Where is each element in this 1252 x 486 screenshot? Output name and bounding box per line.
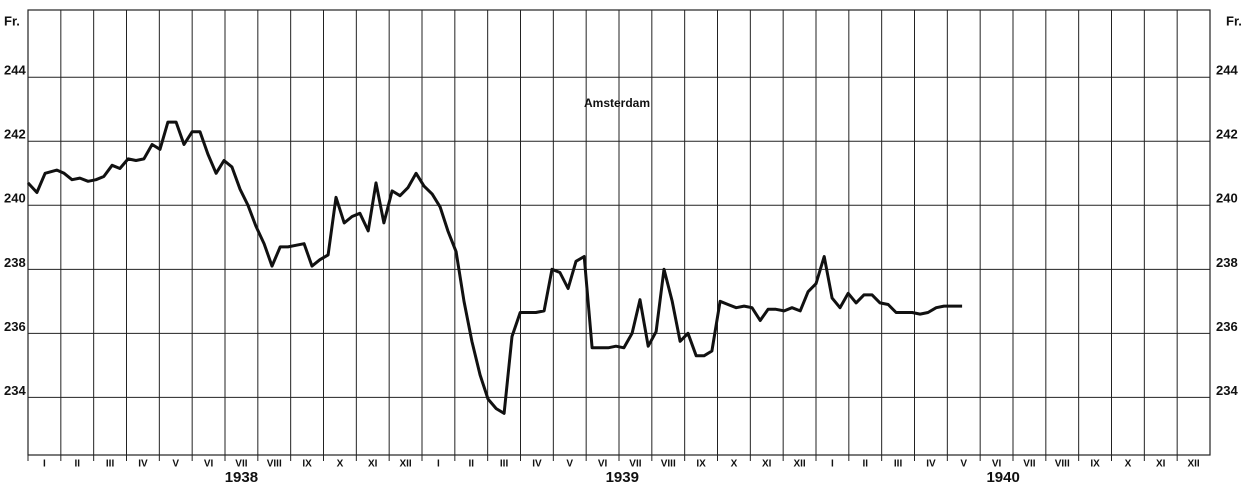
x-tick-label: XII [399, 459, 411, 470]
x-tick-label: V [172, 459, 179, 470]
x-tick-label: IV [926, 459, 936, 470]
x-tick-label: I [437, 459, 440, 470]
x-tick-label: VI [992, 459, 1002, 470]
x-tick-label: X [731, 459, 738, 470]
year-label: 1940 [986, 469, 1019, 486]
x-tick-label: VII [629, 459, 641, 470]
x-tick-label: VI [204, 459, 214, 470]
y-tick-label: 238 [4, 255, 26, 270]
year-label: 1938 [225, 469, 258, 486]
x-tick-label: XI [1156, 459, 1166, 470]
y-tick-label: 234 [4, 383, 26, 398]
x-tick-label: IX [1090, 459, 1100, 470]
y-tick-label: 236 [4, 319, 26, 334]
x-tick-label: XI [368, 459, 378, 470]
x-tick-label: XII [1187, 459, 1199, 470]
y-axis-label-right: Fr. [1226, 13, 1242, 28]
x-tick-label: VIII [1055, 459, 1070, 470]
x-tick-label: VIII [661, 459, 676, 470]
x-tick-label: II [468, 459, 474, 470]
data-line [26, 120, 963, 415]
x-tick-label: XI [762, 459, 772, 470]
x-tick-label: IV [532, 459, 542, 470]
y-tick-label: 240 [4, 191, 26, 206]
x-tick-label: VI [598, 459, 608, 470]
x-tick-label: V [566, 459, 573, 470]
y-tick-label-right: 236 [1216, 319, 1238, 334]
x-tick-label: VIII [267, 459, 282, 470]
x-tick-label: VII [1023, 459, 1035, 470]
x-tick-label: II [74, 459, 80, 470]
y-tick-label: 244 [4, 63, 26, 78]
y-tick-label-right: 244 [1216, 63, 1238, 78]
x-tick-label: VII [235, 459, 247, 470]
x-tick-label: III [894, 459, 903, 470]
x-tick-label: IX [302, 459, 312, 470]
y-tick-label-right: 240 [1216, 191, 1238, 206]
x-tick-label: I [831, 459, 834, 470]
x-tick-label: III [106, 459, 115, 470]
x-tick-label: V [960, 459, 967, 470]
year-label: 1939 [606, 469, 639, 486]
y-tick-label-right: 242 [1216, 127, 1238, 142]
x-tick-label: I [43, 459, 46, 470]
y-tick-label: 242 [4, 127, 26, 142]
series-label: Amsterdam [584, 96, 650, 110]
x-tick-label: IX [696, 459, 706, 470]
y-axis-label: Fr. [4, 13, 20, 28]
x-tick-label: XII [793, 459, 805, 470]
x-tick-label: X [337, 459, 344, 470]
y-tick-label-right: 238 [1216, 255, 1238, 270]
x-tick-label: III [500, 459, 509, 470]
x-tick-label: II [862, 459, 868, 470]
x-tick-label: IV [138, 459, 148, 470]
y-tick-label-right: 234 [1216, 383, 1238, 398]
x-tick-label: X [1125, 459, 1132, 470]
